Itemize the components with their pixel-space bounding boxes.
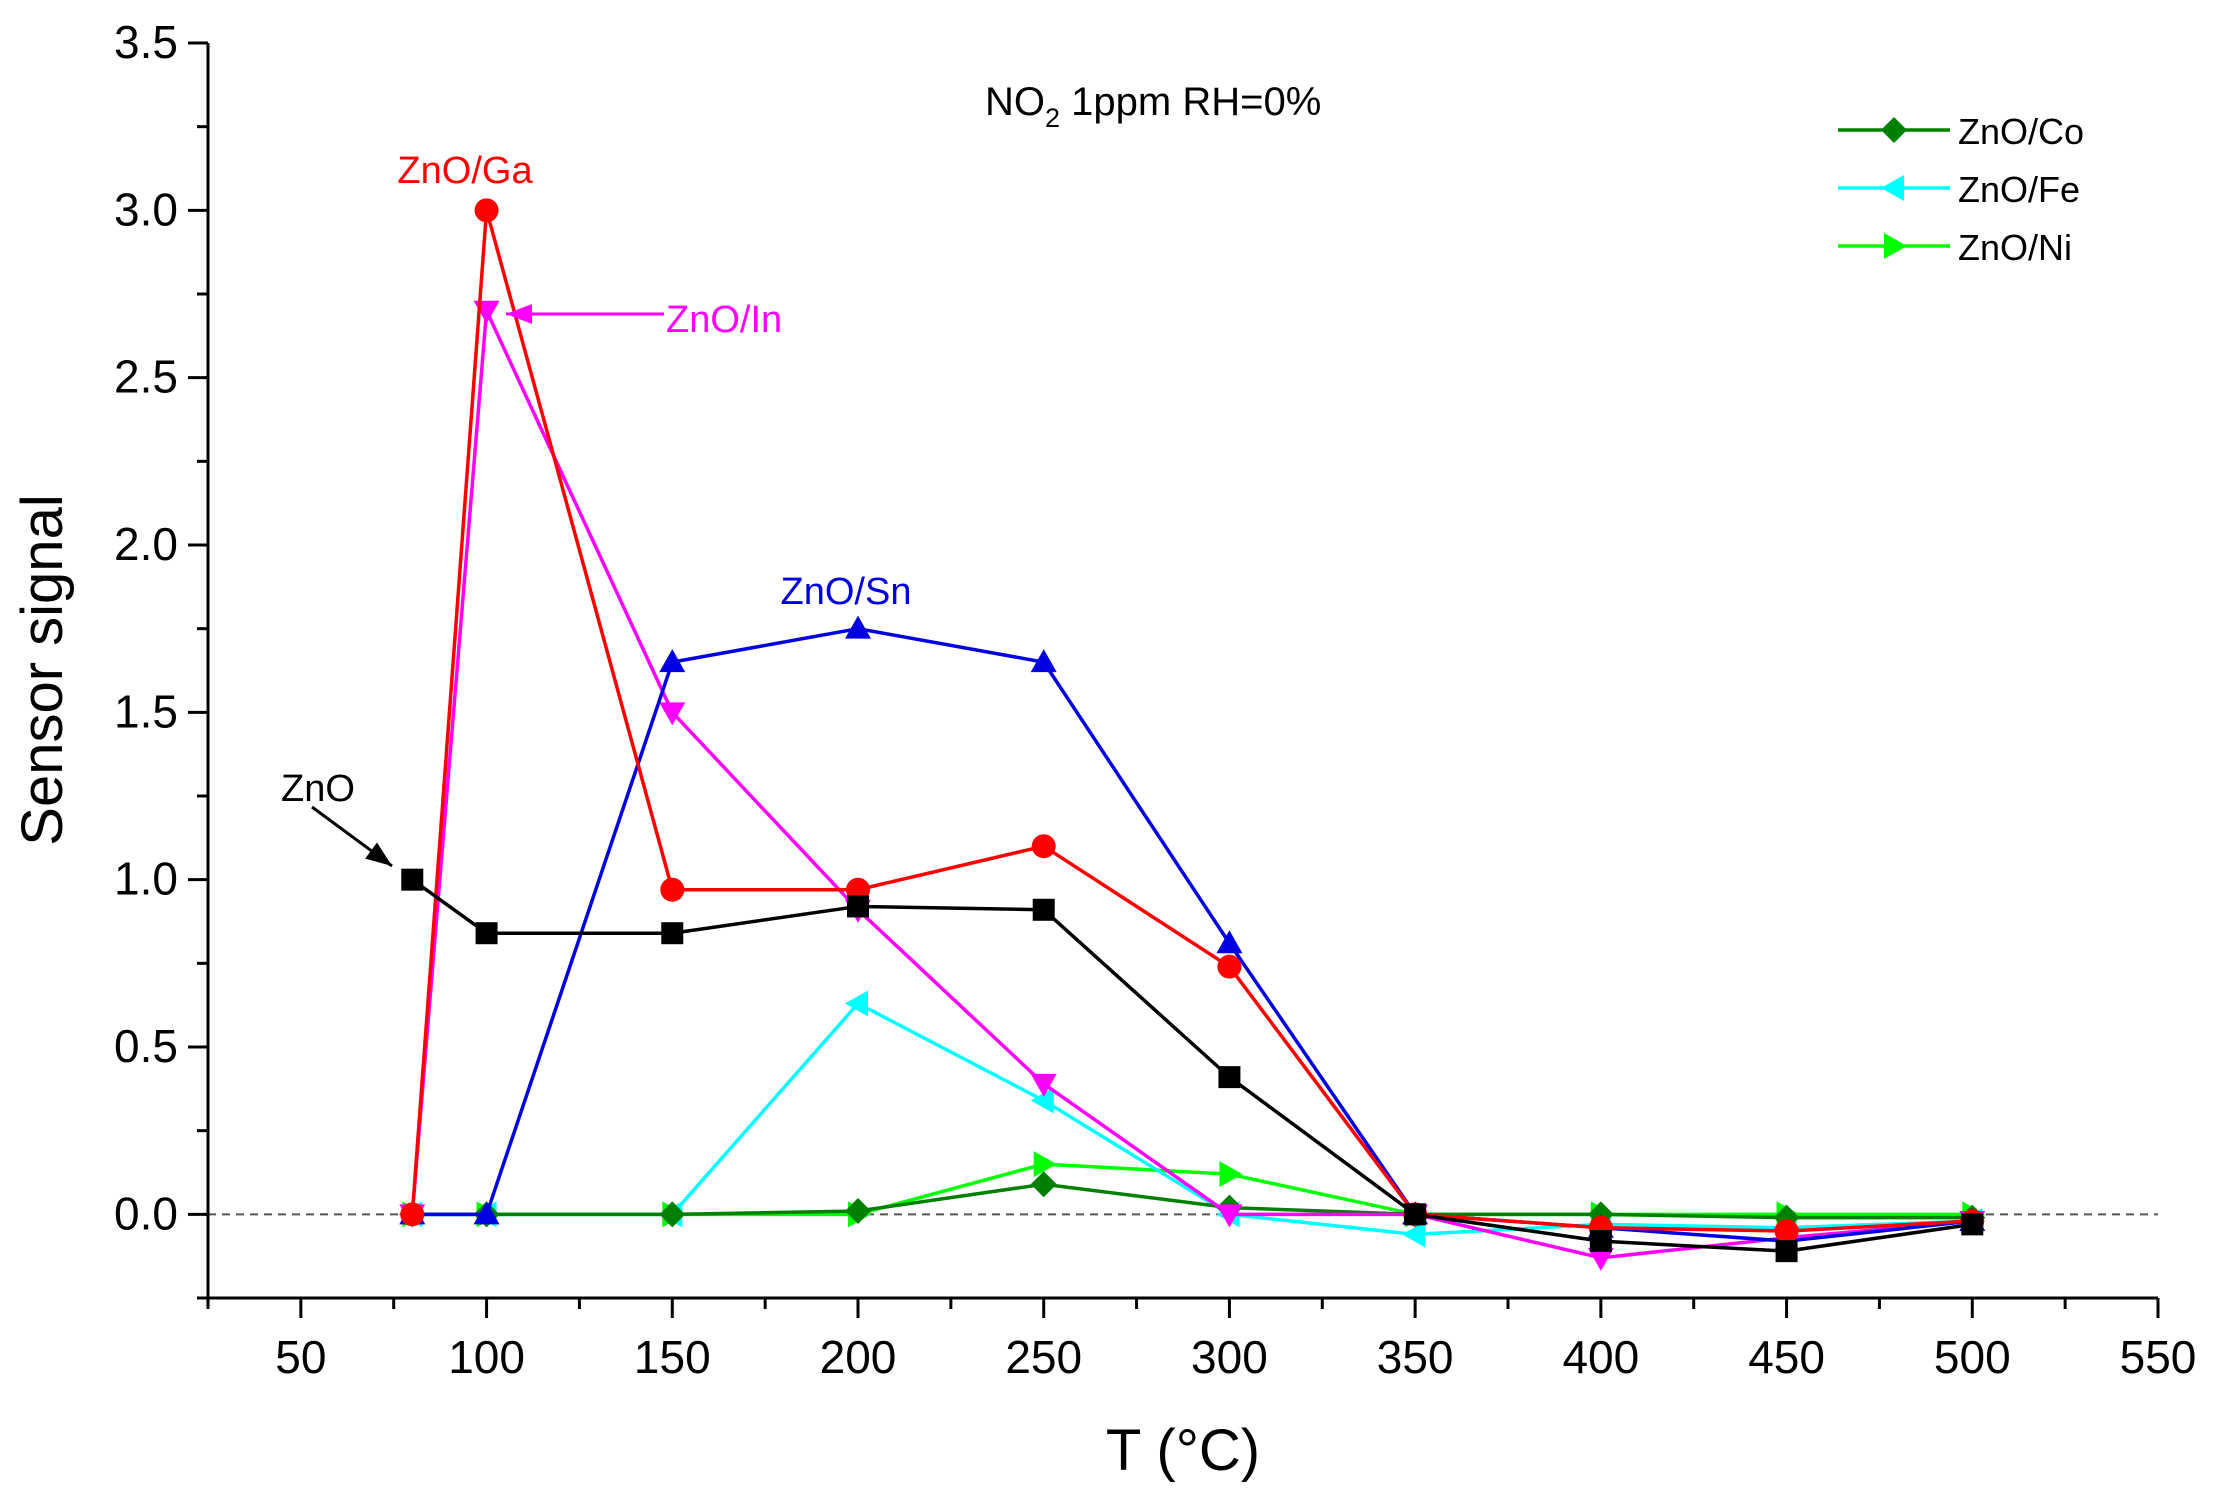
- data-point: [1216, 1204, 1243, 1228]
- legend-label: ZnO/Co: [1958, 111, 2084, 152]
- annotation-label: ZnO/Ga: [397, 150, 533, 192]
- annotation-zno-sn: ZnO/Sn: [781, 571, 912, 613]
- data-point: [1775, 1240, 1798, 1263]
- data-point: [1216, 930, 1243, 954]
- x-axis-title: T (°C): [1106, 1418, 1260, 1483]
- legend-entry-zno-co: ZnO/Co: [1838, 111, 2084, 152]
- x-tick-label: 300: [1191, 1331, 1268, 1383]
- legend-entry-zno-fe: ZnO/Fe: [1838, 169, 2080, 210]
- data-point: [1219, 1161, 1243, 1188]
- data-point: [1218, 1066, 1241, 1089]
- data-point: [659, 702, 686, 726]
- data-point: [847, 895, 869, 918]
- x-tick-label: 200: [820, 1331, 897, 1383]
- condition-rest: 1ppm RH=0%: [1060, 80, 1321, 124]
- condition-subscript: 2: [1045, 103, 1060, 133]
- data-point: [1402, 1221, 1426, 1248]
- y-tick-label: 1.5: [114, 685, 178, 737]
- data-point: [1217, 954, 1242, 979]
- data-point: [474, 198, 499, 223]
- annotation-label: ZnO/In: [666, 299, 782, 341]
- series-layer: [399, 198, 1986, 1271]
- annotation-layer: ZnO ZnO/Ga ZnO/In ZnO/Sn: [281, 150, 912, 868]
- y-tick-label: 1.0: [114, 853, 178, 905]
- data-point: [659, 649, 686, 673]
- annotation-arrow-head: [506, 304, 532, 324]
- y-tick-label: 3.5: [114, 16, 178, 68]
- axes: 50 100 150 200 250 300 350 400 450 500 550 0.0 0.5 1.…: [114, 16, 2196, 1383]
- data-point: [1589, 1230, 1612, 1253]
- data-point: [1032, 898, 1055, 921]
- annotation-label: ZnO/Sn: [781, 571, 912, 613]
- x-tick-label: 550: [2120, 1331, 2197, 1383]
- data-point: [475, 922, 498, 945]
- legend-entry-zno-ni: ZnO/Ni: [1838, 227, 2072, 268]
- y-tick-label: 0.0: [114, 1187, 178, 1239]
- x-tick-label: 100: [448, 1331, 525, 1383]
- annotation-arrow-head: [365, 842, 392, 866]
- y-axis-title: Sensor signal: [10, 494, 75, 845]
- data-point: [1033, 1151, 1057, 1178]
- data-point: [1030, 649, 1057, 673]
- y-tick-label: 2.5: [114, 351, 178, 403]
- series-zno: [401, 868, 1984, 1263]
- annotation-zno-ga: ZnO/Ga: [397, 150, 533, 192]
- data-point: [845, 990, 868, 1017]
- x-tick-label: 50: [275, 1331, 326, 1383]
- condition-label: NO2 1ppm RH=0%: [985, 80, 1321, 133]
- legend: ZnO/Co ZnO/Fe ZnO/Ni: [1838, 111, 2084, 268]
- x-tick-label: 400: [1562, 1331, 1639, 1383]
- legend-swatch-marker: [1881, 117, 1907, 143]
- data-point: [1030, 1087, 1054, 1114]
- data-point: [1031, 834, 1056, 859]
- condition-main: NO: [985, 80, 1045, 124]
- data-point: [400, 1202, 425, 1227]
- series-line: [412, 626, 1973, 1243]
- x-tick-label: 500: [1934, 1331, 2011, 1383]
- data-point: [660, 877, 685, 902]
- legend-swatch-marker: [1881, 175, 1904, 201]
- data-point: [1774, 1219, 1799, 1244]
- data-point: [845, 615, 871, 639]
- data-point: [659, 1201, 686, 1228]
- legend-swatch-marker: [1884, 233, 1907, 259]
- x-tick-label: 150: [634, 1331, 711, 1383]
- x-tick-label: 350: [1377, 1331, 1454, 1383]
- series-line: [412, 1182, 1973, 1220]
- series-line: [411, 878, 1973, 1253]
- data-point: [1587, 1247, 1614, 1271]
- legend-label: ZnO/Fe: [1958, 169, 2080, 210]
- data-point: [1030, 1171, 1057, 1198]
- data-point: [1404, 1203, 1427, 1226]
- annotation-label: ZnO: [281, 768, 355, 810]
- data-point: [1961, 1213, 1984, 1236]
- x-tick-label: 250: [1005, 1331, 1082, 1383]
- data-point: [1030, 1073, 1057, 1097]
- data-point: [473, 1201, 500, 1225]
- annotation-zno: ZnO: [281, 768, 393, 868]
- y-tick-label: 0.5: [114, 1020, 178, 1072]
- y-tick-label: 3.0: [114, 183, 178, 235]
- x-tick-label: 450: [1748, 1331, 1825, 1383]
- data-point: [661, 922, 684, 945]
- annotation-zno-in: ZnO/In: [506, 299, 782, 341]
- series-line: [410, 208, 1973, 1233]
- data-point: [401, 868, 424, 891]
- data-point: [845, 1197, 871, 1224]
- legend-label: ZnO/Ni: [1958, 227, 2072, 268]
- y-tick-label: 2.0: [114, 518, 178, 570]
